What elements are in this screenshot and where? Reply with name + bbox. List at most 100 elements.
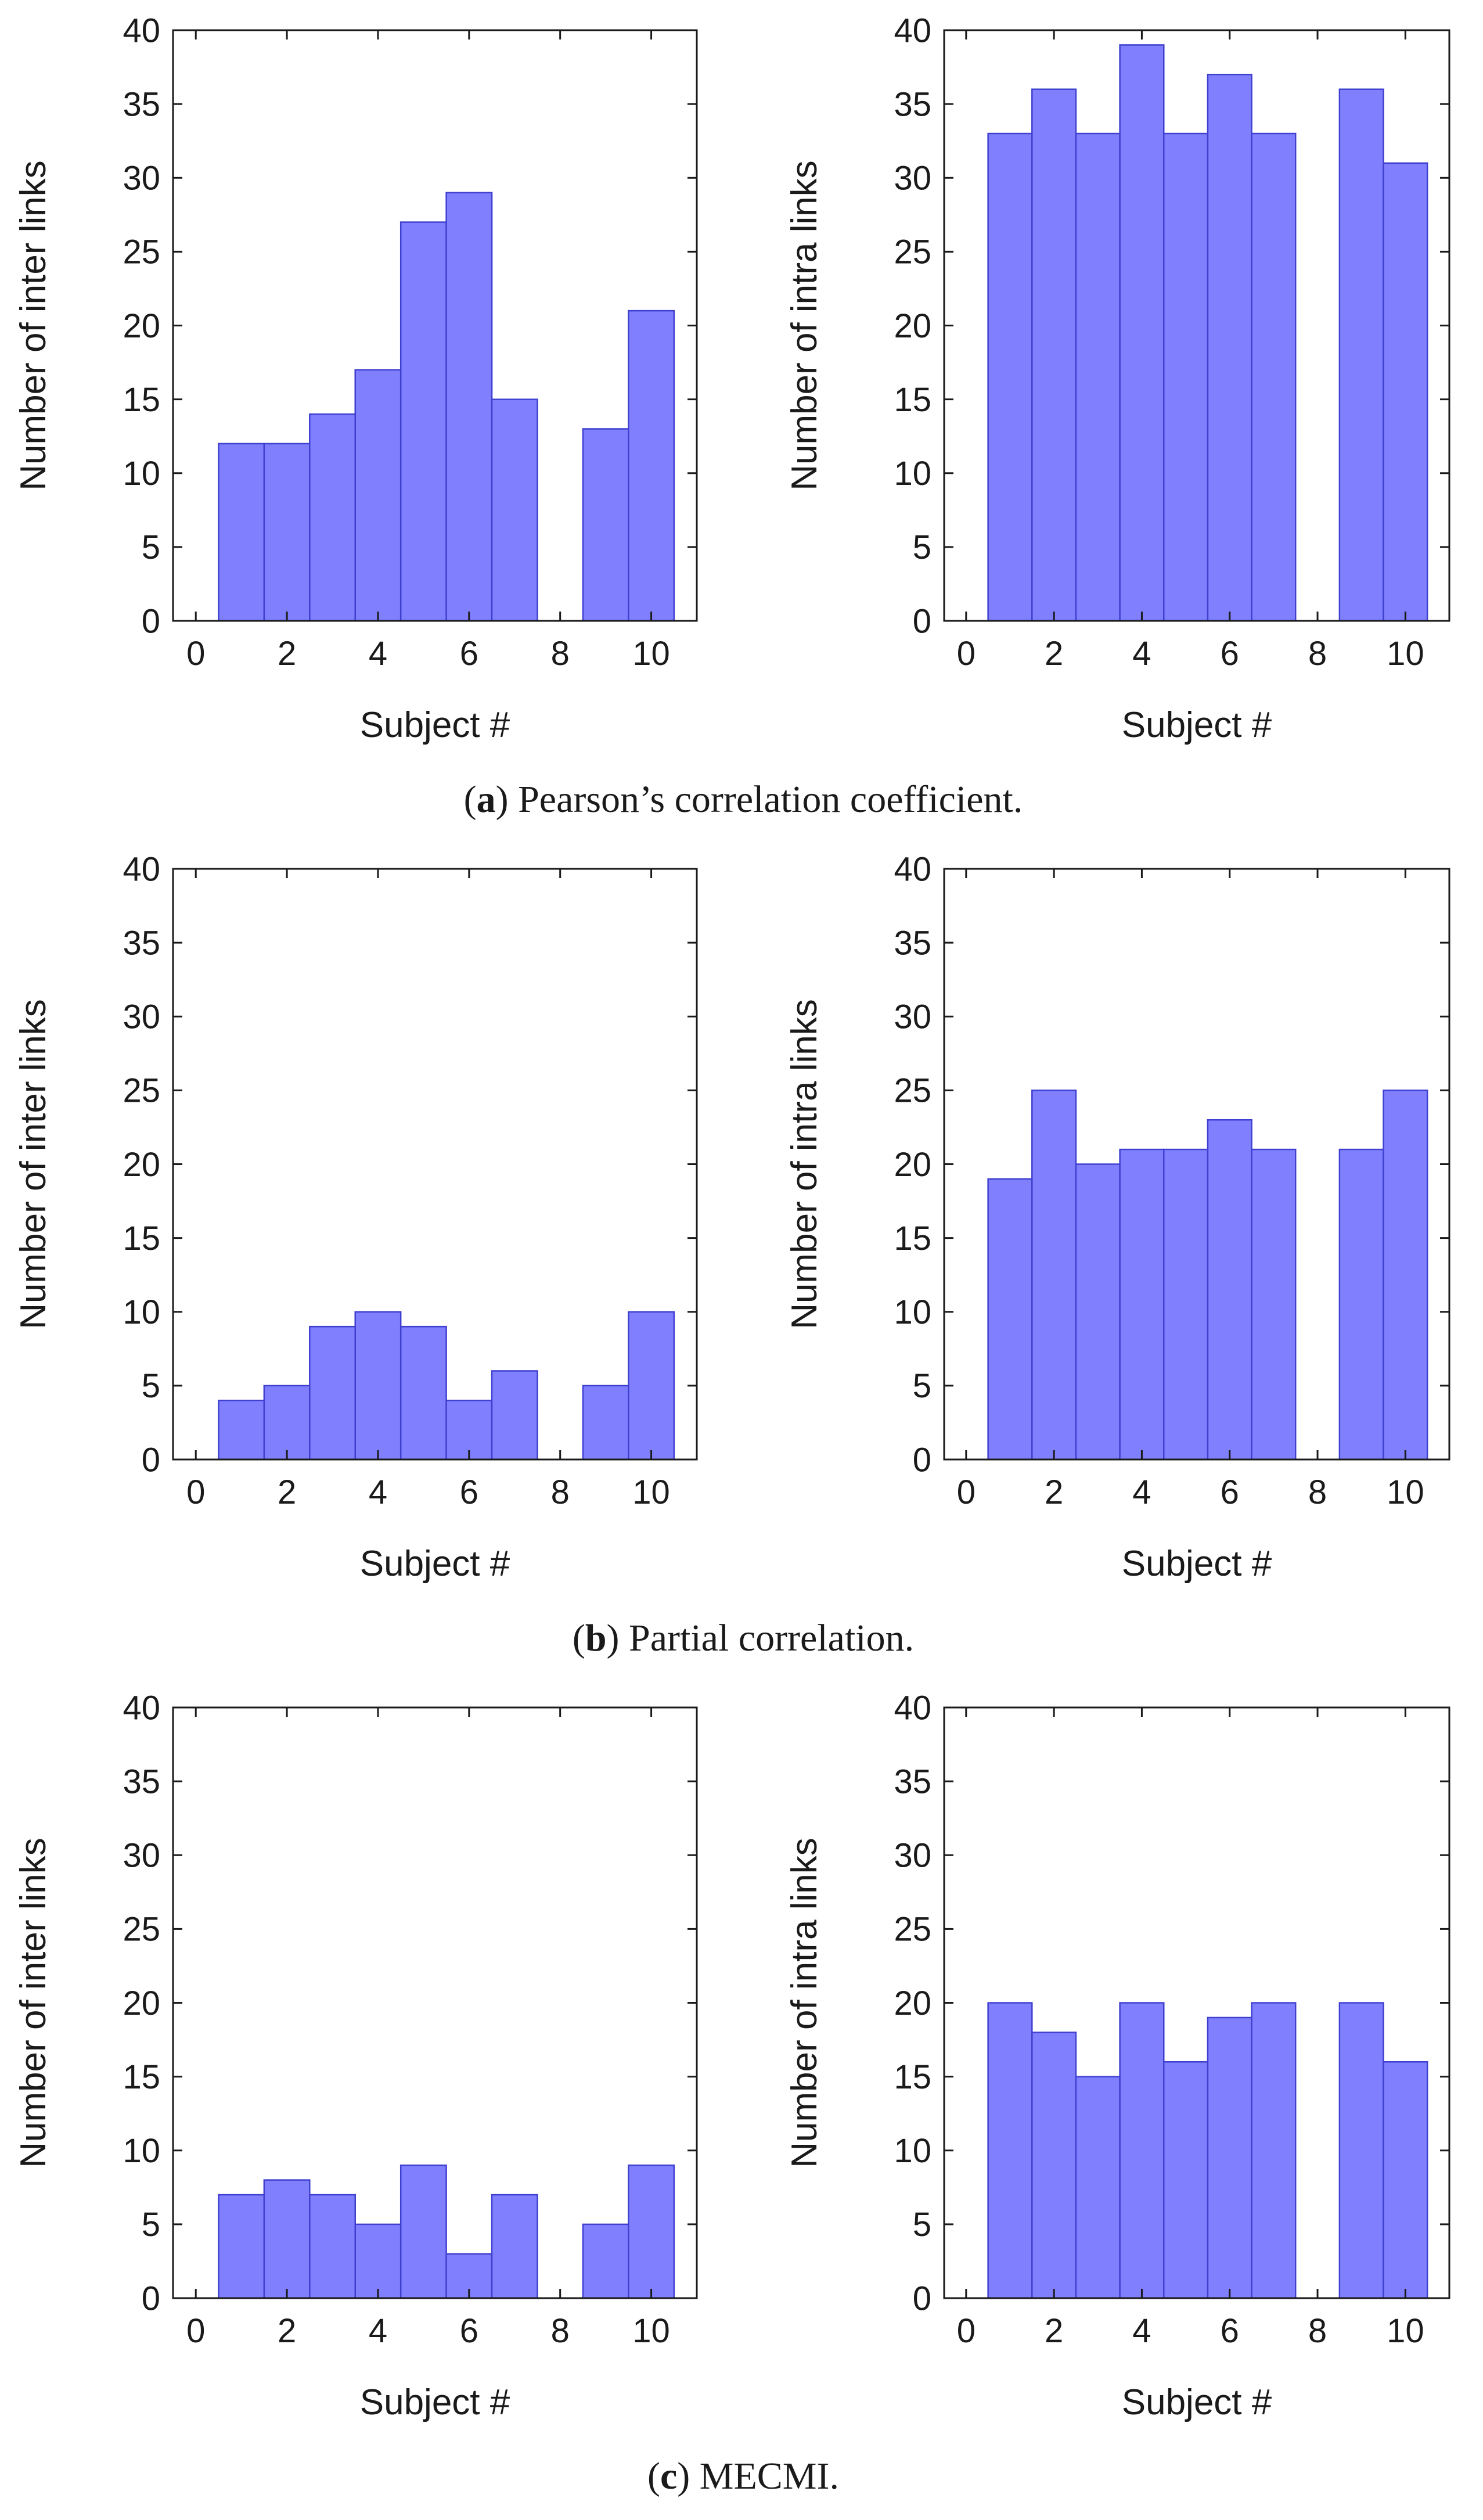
y-tick-label: 25 [123,233,160,271]
panel-caption: (b) Partial correlation. [573,1617,914,1659]
x-tick-label: 8 [551,635,570,673]
y-tick-label: 25 [894,233,931,271]
x-tick-label: 10 [632,1473,670,1511]
bar-subject-6 [1207,2016,1252,2299]
bar-subject-7 [1251,1148,1297,1461]
y-tick-label: 40 [123,1689,160,1727]
x-tick-label: 10 [1387,2312,1424,2350]
y-axis-label: Number of inter links [13,999,53,1329]
y-tick-label: 0 [142,1441,160,1479]
y-tick-label: 20 [894,1146,931,1184]
bar-subject-10 [1383,2061,1428,2299]
y-tick-label: 15 [894,1220,931,1257]
x-axis-label: Subject # [360,2382,510,2422]
bar-subject-7 [1251,2002,1297,2299]
x-tick-label: 0 [186,635,205,673]
bar-subject-4 [1119,44,1165,622]
bar-subject-6 [1207,74,1252,622]
y-tick-label: 5 [913,529,931,566]
bar-subject-10 [628,2164,675,2299]
panel-label: a [477,778,496,821]
y-tick-label: 35 [894,1763,931,1800]
y-tick-label: 25 [123,1911,160,1949]
chart-a-inter: 0 5 10 15 20 25 30 35 40 0 2 4 6 8 10 Subject # Number o… [13,12,698,745]
y-tick-label: 35 [123,1763,160,1800]
y-axis-label: Number of inter links [13,160,53,491]
bar-subject-10 [628,310,675,622]
y-tick-label: 30 [123,160,160,197]
y-tick-label: 30 [894,998,931,1036]
y-tick-label: 15 [123,2058,160,2096]
caption-text: MECMI. [700,2455,839,2497]
x-axis-label: Subject # [1122,2382,1272,2422]
x-tick-label: 2 [1045,1473,1063,1511]
x-axis-label: Subject # [360,705,510,745]
bar-subject-4 [1119,2002,1165,2299]
y-tick-label: 5 [142,1367,160,1405]
bar-subject-5 [399,2164,447,2299]
caption-text: Partial correlation. [629,1617,914,1659]
bar-subject-2 [263,1385,311,1461]
x-tick-label: 8 [1308,1473,1327,1511]
y-tick-label: 15 [894,2058,931,2096]
bar-subject-9 [1338,2002,1384,2299]
x-tick-label: 4 [369,635,387,673]
y-tick-label: 20 [894,1985,931,2022]
y-tick-label: 40 [894,12,931,49]
x-axis-label: Subject # [1122,705,1272,745]
x-tick-label: 6 [1221,635,1239,673]
y-tick-label: 40 [123,12,160,49]
y-tick-label: 10 [123,2132,160,2170]
bar-subject-3 [309,2194,356,2299]
y-tick-label: 30 [894,1837,931,1875]
y-axis-label: Number of intra links [784,999,825,1329]
y-tick-label: 30 [123,998,160,1036]
y-tick-label: 40 [894,1689,931,1727]
y-tick-label: 35 [894,85,931,123]
y-tick-label: 10 [123,455,160,493]
bar-subject-1 [218,2194,265,2299]
x-axis-label: Subject # [360,1544,510,1584]
y-tick-label: 0 [913,2280,931,2317]
y-tick-label: 15 [894,381,931,419]
x-tick-label: 0 [957,2312,976,2350]
bar-subject-2 [1031,88,1077,622]
x-tick-label: 6 [1221,1473,1239,1511]
bar-subject-4 [354,1311,402,1461]
bar-subject-7 [491,398,538,622]
x-tick-label: 2 [278,2312,296,2350]
bar-subject-7 [1251,132,1297,622]
bar-subject-1 [218,1400,265,1461]
y-tick-label: 25 [894,1072,931,1110]
y-tick-label: 10 [894,2132,931,2170]
bar-subject-10 [1383,162,1428,622]
bar-subject-3 [309,413,356,622]
bar-subject-1 [987,1178,1033,1461]
x-tick-label: 8 [551,1473,570,1511]
bar-subject-4 [1119,1148,1165,1461]
x-tick-label: 4 [1132,1473,1151,1511]
bar-subject-7 [491,2194,538,2299]
x-tick-label: 0 [957,1473,976,1511]
y-tick-label: 20 [123,1985,160,2022]
x-tick-label: 2 [278,635,296,673]
panel-label: b [585,1617,607,1659]
bar-subject-5 [399,221,447,622]
x-tick-label: 10 [1387,635,1424,673]
bar-subject-4 [354,2223,402,2299]
y-tick-label: 30 [894,160,931,197]
y-axis-label: Number of intra links [784,1838,825,2168]
bar-subject-1 [987,132,1033,622]
chart-b-intra: 0 5 10 15 20 25 30 35 40 0 2 4 6 8 10 Subject # Number o… [784,850,1450,1584]
y-tick-label: 35 [894,924,931,962]
y-tick-label: 5 [142,529,160,566]
bar-subject-9 [582,428,629,622]
y-tick-label: 25 [123,1072,160,1110]
y-tick-label: 20 [894,307,931,345]
bar-subject-2 [1031,1090,1077,1461]
x-tick-label: 10 [1387,1473,1424,1511]
bar-subject-9 [1338,88,1384,622]
bar-subject-2 [1031,2032,1077,2299]
y-axis-label: Number of intra links [784,160,825,491]
